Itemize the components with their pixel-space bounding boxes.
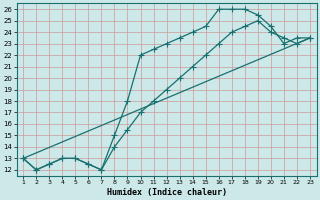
X-axis label: Humidex (Indice chaleur): Humidex (Indice chaleur) [107, 188, 227, 197]
